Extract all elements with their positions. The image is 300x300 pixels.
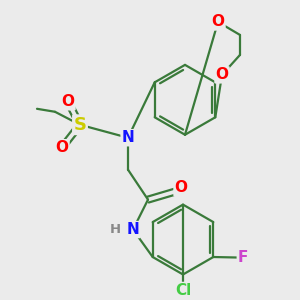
Text: F: F: [238, 250, 248, 265]
Text: O: O: [61, 94, 74, 109]
Text: H: H: [110, 223, 121, 236]
Text: O: O: [215, 68, 229, 82]
Text: O: O: [175, 180, 188, 195]
Text: N: N: [127, 222, 140, 237]
Text: Cl: Cl: [175, 283, 191, 298]
Text: S: S: [74, 116, 86, 134]
Text: N: N: [122, 130, 134, 145]
Text: O: O: [212, 14, 224, 29]
Text: O: O: [56, 140, 68, 155]
